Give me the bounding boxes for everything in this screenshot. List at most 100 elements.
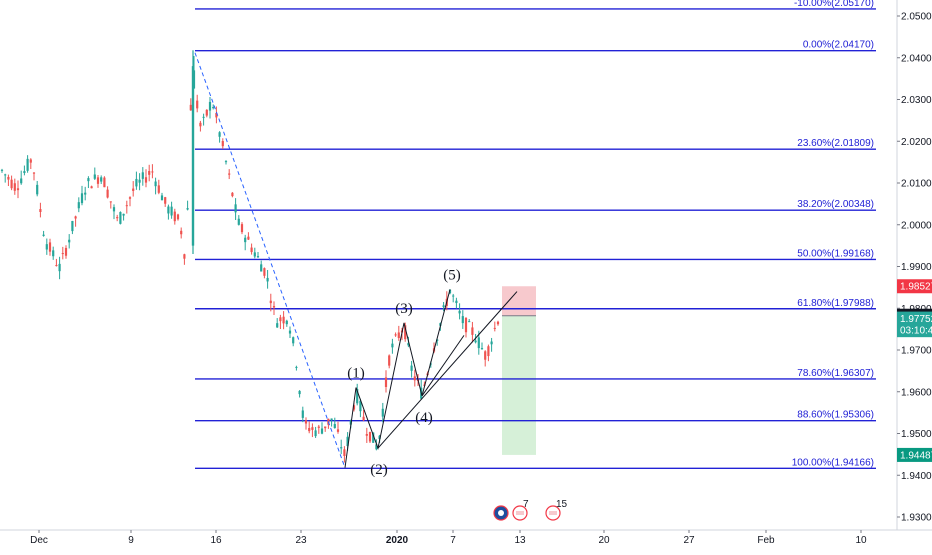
candle-body — [365, 434, 368, 436]
candle-body — [42, 234, 45, 236]
candle-body — [103, 177, 106, 188]
candle-body — [397, 332, 400, 339]
time-tick-label: 2020 — [386, 535, 409, 546]
candle-body — [282, 316, 285, 324]
candle-body — [413, 376, 416, 381]
candle-body — [20, 178, 23, 184]
price-tick-label: 2.01000 — [901, 179, 932, 190]
fib-level-label: -10.00%(2.05170) — [794, 0, 874, 9]
stop-loss-zone — [502, 286, 536, 316]
fib-level-label: 100.00%(1.94166) — [792, 457, 874, 468]
candle-body — [228, 173, 231, 175]
candle-body — [253, 252, 256, 257]
candle-body — [333, 424, 336, 429]
candle-body — [173, 211, 176, 222]
candle-body — [231, 192, 234, 197]
fib-level-label: 61.80%(1.97988) — [797, 298, 874, 309]
candle-body — [359, 400, 362, 412]
candle-body — [448, 289, 452, 294]
flag-event-icon-dot — [498, 510, 504, 516]
candle-body — [436, 339, 439, 341]
candle-body — [157, 185, 160, 193]
candle-body — [234, 204, 237, 213]
price-tick-label: 1.96000 — [901, 387, 932, 398]
candle-body — [128, 197, 132, 199]
candle-body — [45, 244, 48, 250]
event-count: 7 — [523, 499, 529, 510]
price-tick-label: 2.03000 — [901, 95, 932, 106]
candle-body — [247, 236, 250, 240]
candle-body — [100, 177, 103, 182]
price-tick-label: 1.95000 — [901, 429, 932, 440]
candle-body — [29, 159, 32, 163]
candle-body — [48, 242, 52, 252]
candle-body — [298, 390, 301, 395]
candle-body — [186, 208, 189, 210]
time-tick-label: 10 — [855, 535, 867, 546]
candle-body — [461, 316, 464, 324]
candle-body — [132, 188, 135, 191]
candle-body — [183, 254, 186, 259]
candle-body — [221, 141, 224, 147]
price-tick-label: 2.00000 — [901, 220, 932, 231]
candle-body — [84, 192, 87, 195]
candle-body — [32, 172, 36, 174]
candle-body — [23, 171, 26, 174]
candle-body — [106, 189, 109, 198]
candle-body — [151, 171, 154, 173]
candle-body — [388, 355, 391, 366]
candle-body — [196, 100, 199, 109]
flag-event-icon-band — [549, 511, 557, 515]
candle-body — [324, 426, 327, 429]
price-tick-label: 1.93000 — [901, 513, 932, 524]
price-tag — [897, 447, 932, 462]
time-tick-label: 27 — [683, 535, 695, 546]
candle-body — [493, 327, 496, 329]
candle-body — [125, 205, 128, 207]
candle-body — [285, 320, 288, 325]
candle-body — [36, 184, 39, 195]
candle-body — [452, 295, 455, 297]
candle-body — [301, 410, 304, 418]
candle-body — [455, 300, 458, 304]
fib-level-label: 88.60%(1.95306) — [797, 410, 874, 421]
price-tick-label: 2.05000 — [901, 12, 932, 23]
candle-body — [256, 256, 260, 258]
candle-body — [4, 174, 7, 176]
candle-body — [314, 430, 317, 437]
candle-body — [260, 264, 263, 272]
candle-body — [39, 209, 42, 212]
candle-body — [266, 277, 269, 282]
candle-body — [391, 343, 394, 348]
candle-body — [58, 263, 61, 272]
candle-body — [74, 216, 77, 219]
candle-body — [144, 177, 148, 183]
wedge-inner-line — [421, 335, 465, 397]
candle-body — [135, 178, 138, 187]
candle-body — [464, 317, 468, 333]
time-tick-label: Feb — [757, 535, 775, 546]
candle-body — [122, 213, 125, 216]
candle-body — [484, 351, 487, 360]
candle-body — [410, 365, 413, 371]
candle-body — [180, 230, 183, 235]
candle-body — [167, 206, 170, 214]
candle-body — [320, 428, 324, 434]
price-tag-label: 03:10:48 — [900, 326, 932, 337]
time-tick-label: Dec — [30, 535, 48, 546]
candle-body — [378, 435, 381, 439]
time-tick-label: 9 — [128, 535, 134, 546]
candle-body — [191, 66, 195, 246]
candle-body — [317, 426, 320, 428]
elliott-wave-path — [344, 289, 451, 468]
candle-body — [141, 172, 144, 179]
candle-body — [368, 431, 372, 442]
time-tick-label: 7 — [450, 535, 456, 546]
fib-level-label: 23.60%(2.01809) — [797, 138, 874, 149]
price-tick-label: 2.02000 — [901, 137, 932, 148]
wave-label: (1) — [347, 366, 365, 382]
price-tag — [897, 279, 932, 294]
candle-body — [189, 104, 192, 111]
